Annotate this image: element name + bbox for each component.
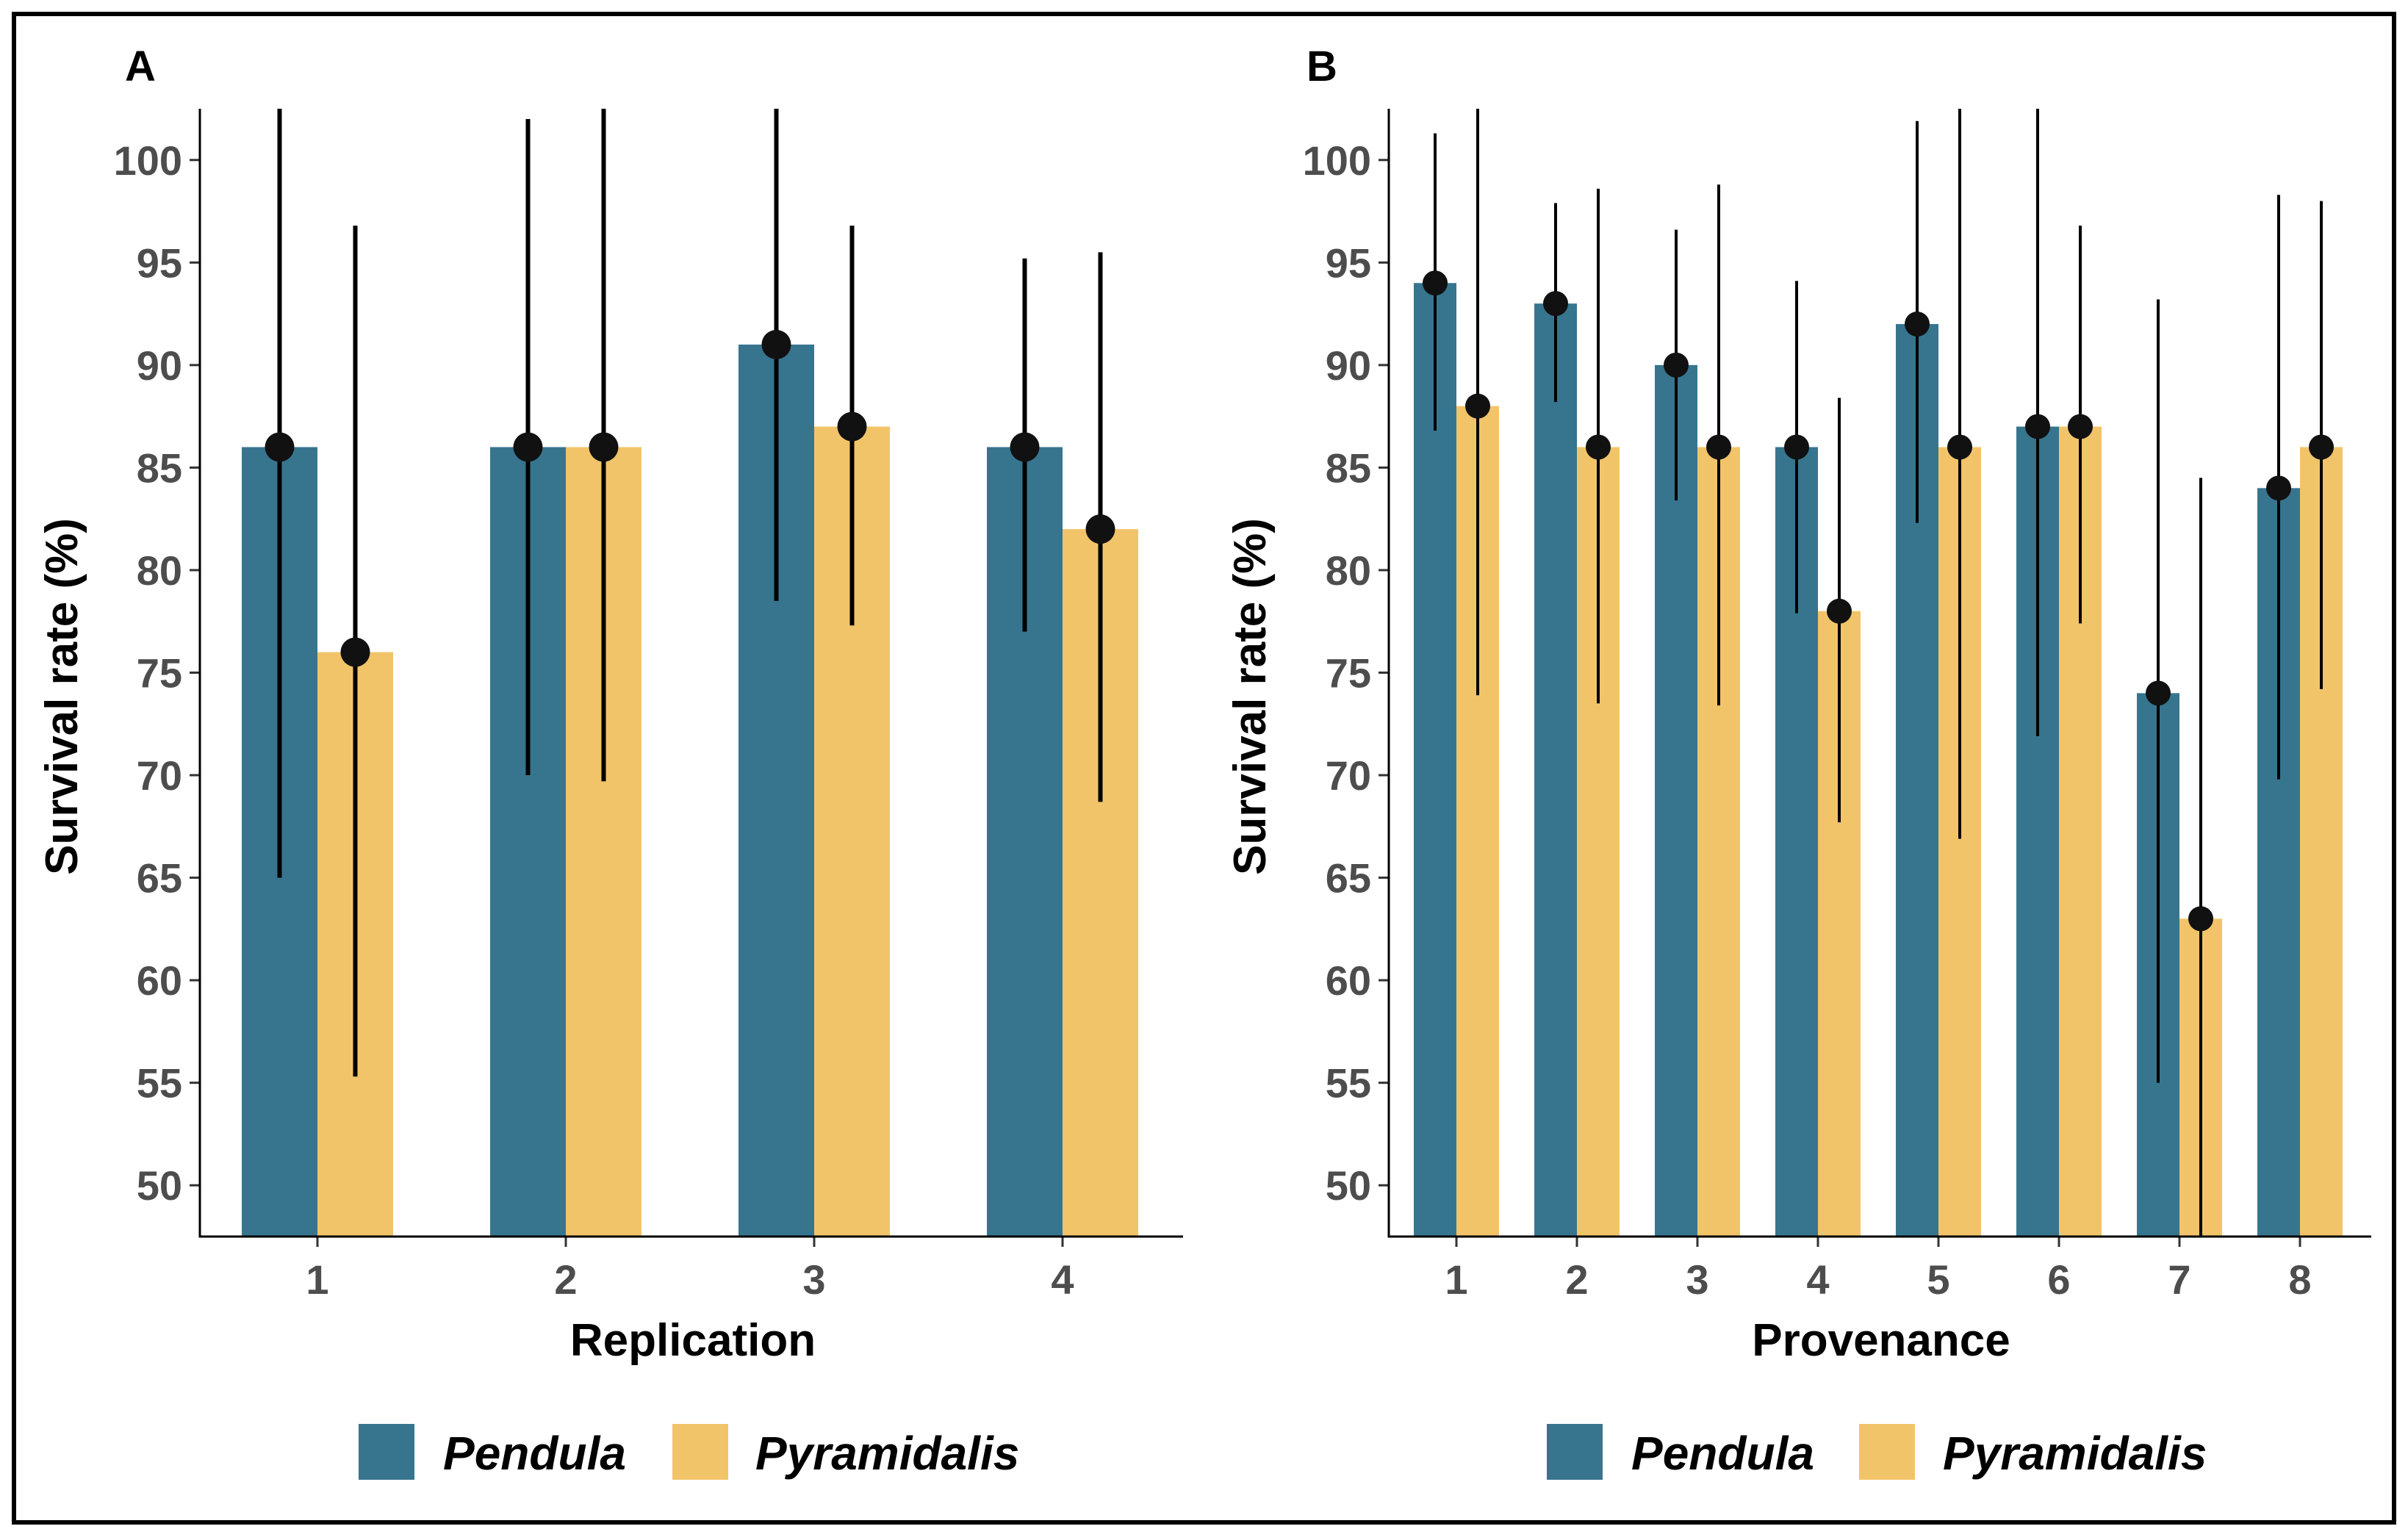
panel-a: A 50 55 60 65 70 75 80 85 90 95 100 1 2 3 4 Replicatio… [37,43,1183,1480]
panel-b-point-pendula [1543,291,1568,317]
panel-b-point-pyramidalis [2068,414,2093,439]
panel-b-point-pendula [1423,270,1448,296]
panel-a-y-tick-label: 60 [137,957,182,1004]
panel-b-legend-label-pyramidalis: Pyramidalis [1943,1427,2207,1480]
panel-a-y-tick-label: 95 [137,240,182,286]
panel-b-x-tick-label: 1 [1445,1256,1467,1303]
figure-border [12,12,2396,1525]
panel-b-legend: Pendula Pyramidalis [1547,1424,2207,1480]
panel-a-marks: 50 55 60 65 70 75 80 85 90 95 100 1 2 3 4 [114,109,1183,1303]
panel-b-x-tick-label: 8 [2288,1256,2311,1303]
panel-b-y-tick-label: 65 [1326,855,1371,902]
panel-a-y-tick-label: 50 [137,1162,182,1209]
panel-a-point-pendula [265,432,295,462]
panel-b-y-tick-label: 75 [1326,650,1371,697]
panel-b-legend-label-pendula: Pendula [1631,1427,1814,1480]
panel-a-point-pendula [761,329,791,359]
panel-b-legend-swatch-pyramidalis [1859,1424,1915,1480]
panel-a-legend-swatch-pyramidalis [672,1424,728,1480]
panel-b-point-pyramidalis [1947,434,1972,460]
panel-b-y-tick-label: 85 [1326,445,1371,491]
panel-a-y-tick-label: 100 [114,137,182,184]
panel-b-y-tick-label: 50 [1326,1162,1371,1209]
panel-a-y-tick-label: 70 [137,752,182,799]
panel-b-point-pyramidalis [2188,906,2213,932]
panel-b-y-tick-label: 90 [1326,342,1371,389]
panel-a-point-pendula [513,432,543,462]
panel-b-y-tick-label: 55 [1326,1060,1371,1107]
panel-b-label: B [1307,43,1337,90]
panel-b-point-pendula [1905,312,1930,337]
panel-a-x-tick-label: 3 [802,1256,825,1303]
panel-a-y-tick-label: 65 [137,855,182,902]
panel-b-point-pendula [2146,680,2171,706]
panel-a-x-tick-label: 1 [306,1256,328,1303]
panel-a-legend-swatch-pendula [359,1424,414,1480]
panel-a-y-tick-label: 55 [137,1060,182,1107]
panel-b-point-pendula [1784,434,1809,460]
panel-a-point-pendula [1010,432,1040,462]
panel-b-y-axis-title: Survival rate (%) [1225,518,1276,875]
panel-b-y-tick-label: 95 [1326,240,1371,286]
panel-b-x-tick-label: 5 [1927,1256,1949,1303]
panel-b-point-pyramidalis [1706,434,1731,460]
panel-b-point-pyramidalis [1827,598,1852,624]
panel-a-point-pyramidalis [340,637,370,667]
panel-a-y-tick-label: 85 [137,445,182,491]
panel-b-y-tick-label: 60 [1326,957,1371,1004]
panel-a-point-pyramidalis [837,411,867,442]
panel-b-bar-pendula [1655,364,1697,1237]
panel-b-point-pyramidalis [2309,434,2334,460]
panel-a-y-tick-label: 90 [137,342,182,389]
panel-a-y-axis-title: Survival rate (%) [37,518,87,875]
panel-a-legend-label-pendula: Pendula [443,1427,626,1480]
panel-b-x-tick-label: 4 [1806,1256,1829,1303]
panel-a-y-tick-label: 75 [137,650,182,697]
panel-b: B 50 55 60 65 70 75 80 85 90 95 100 1 2 3 4 5 6 7 8 Proven… [1225,43,2371,1480]
panel-b-legend-swatch-pendula [1547,1424,1603,1480]
panel-a-x-tick-label: 2 [554,1256,577,1303]
panel-a-legend-label-pyramidalis: Pyramidalis [755,1427,1019,1480]
panel-b-point-pyramidalis [1465,393,1490,419]
panel-b-point-pyramidalis [1586,434,1611,460]
panel-b-x-tick-label: 3 [1686,1256,1708,1303]
panel-b-bar-pendula [1534,303,1577,1237]
panel-a-label: A [125,43,156,90]
panel-a-point-pyramidalis [589,432,619,462]
panel-b-x-tick-label: 6 [2047,1256,2070,1303]
panel-a-x-tick-label: 4 [1051,1256,1074,1303]
panel-b-point-pendula [2266,475,2291,501]
panel-b-bar-pendula [1414,283,1456,1237]
panel-a-x-axis-title: Replication [570,1315,816,1366]
panel-b-point-pendula [2025,414,2050,439]
panel-b-y-tick-label: 70 [1326,752,1371,799]
panel-b-x-tick-label: 2 [1565,1256,1588,1303]
panel-b-marks: 50 55 60 65 70 75 80 85 90 95 100 1 2 3 4 5 6 7 8 [1303,109,2371,1303]
panel-b-y-tick-label: 80 [1326,547,1371,594]
panel-a-y-tick-label: 80 [137,547,182,594]
panel-b-x-tick-label: 7 [2168,1256,2190,1303]
panel-b-x-axis-title: Provenance [1752,1315,2010,1366]
panel-b-y-tick-label: 100 [1303,137,1371,184]
panel-b-point-pendula [1664,352,1689,378]
panel-a-point-pyramidalis [1085,514,1115,544]
panel-a-legend: Pendula Pyramidalis [359,1424,1019,1480]
